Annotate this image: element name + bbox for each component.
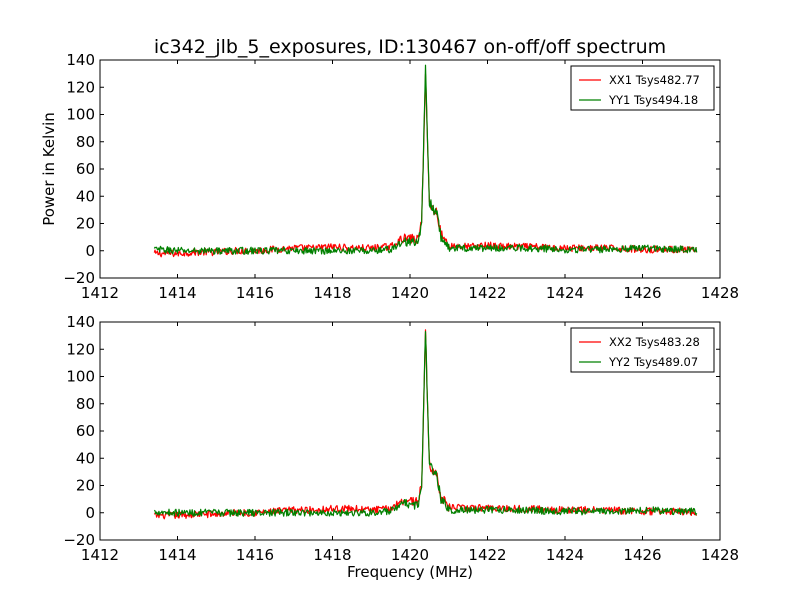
y-tick-label: 0: [85, 504, 95, 522]
x-tick-label: 1412: [81, 546, 119, 564]
panels-group: 1412 1414 1416 1418 1420 1422 1424 1426 1428 −20 0…: [63, 51, 739, 564]
x-tick-label: 1420: [391, 546, 429, 564]
x-tick-label: 1420: [391, 284, 429, 302]
x-tick-label: 1422: [468, 284, 506, 302]
legend-label-2: YY1 Tsys494.18: [608, 93, 698, 107]
y-tick-label: −20: [63, 531, 95, 549]
x-tick-label: 1424: [546, 284, 584, 302]
y-tick-label: 40: [76, 449, 95, 467]
x-tick-label: 1422: [468, 546, 506, 564]
y-tick-label: 20: [76, 215, 95, 233]
figure-title: ic342_jlb_5_exposures, ID:130467 on-off/…: [154, 36, 666, 58]
x-tick-label: 1428: [701, 546, 739, 564]
spectrum-panel-2: 1412 1414 1416 1418 1420 1422 1424 1426 1428 −20 0…: [63, 313, 739, 564]
y-tick-label: 140: [66, 313, 95, 331]
x-tick-label: 1428: [701, 284, 739, 302]
y-tick-label: 100: [66, 368, 95, 386]
y-tick-label: 80: [76, 395, 95, 413]
y-axis-label: Power in Kelvin: [40, 112, 58, 226]
y-tick-label: 100: [66, 106, 95, 124]
x-axis-label: Frequency (MHz): [347, 563, 473, 581]
legend-label-2: YY2 Tsys489.07: [608, 355, 698, 369]
legend: XX1 Tsys482.77 YY1 Tsys494.18: [570, 65, 715, 111]
series-group: [153, 64, 698, 258]
x-tick-label: 1412: [81, 284, 119, 302]
x-tick-label: 1416: [236, 546, 274, 564]
legend-label-1: XX2 Tsys483.28: [609, 335, 700, 349]
y-tick-label: 0: [85, 242, 95, 260]
y-tick-label: 120: [66, 340, 95, 358]
y-tick-label: −20: [63, 269, 95, 287]
y-tick-label: 140: [66, 51, 95, 69]
y-tick-label: 80: [76, 133, 95, 151]
y-tick-label: 120: [66, 78, 95, 96]
legend: XX2 Tsys483.28 YY2 Tsys489.07: [570, 327, 715, 373]
x-tick-label: 1418: [313, 284, 351, 302]
x-tick-label: 1424: [546, 546, 584, 564]
x-tick-label: 1418: [313, 546, 351, 564]
x-tick-label: 1426: [623, 284, 661, 302]
legend-box: [570, 327, 715, 373]
spectrum-panel-1: 1412 1414 1416 1418 1420 1422 1424 1426 1428 −20 0…: [63, 51, 739, 302]
series-line-1: [153, 329, 697, 520]
y-tick-label: 60: [76, 160, 95, 178]
series-line-2: [153, 331, 698, 517]
x-tick-label: 1414: [158, 284, 196, 302]
series-line-2: [153, 64, 698, 255]
legend-box: [570, 65, 715, 111]
series-group: [153, 329, 698, 520]
y-tick-label: 60: [76, 422, 95, 440]
legend-label-1: XX1 Tsys482.77: [609, 73, 700, 87]
y-tick-label: 20: [76, 477, 95, 495]
x-tick-label: 1416: [236, 284, 274, 302]
x-tick-label: 1426: [623, 546, 661, 564]
y-tick-label: 40: [76, 187, 95, 205]
x-tick-label: 1414: [158, 546, 196, 564]
